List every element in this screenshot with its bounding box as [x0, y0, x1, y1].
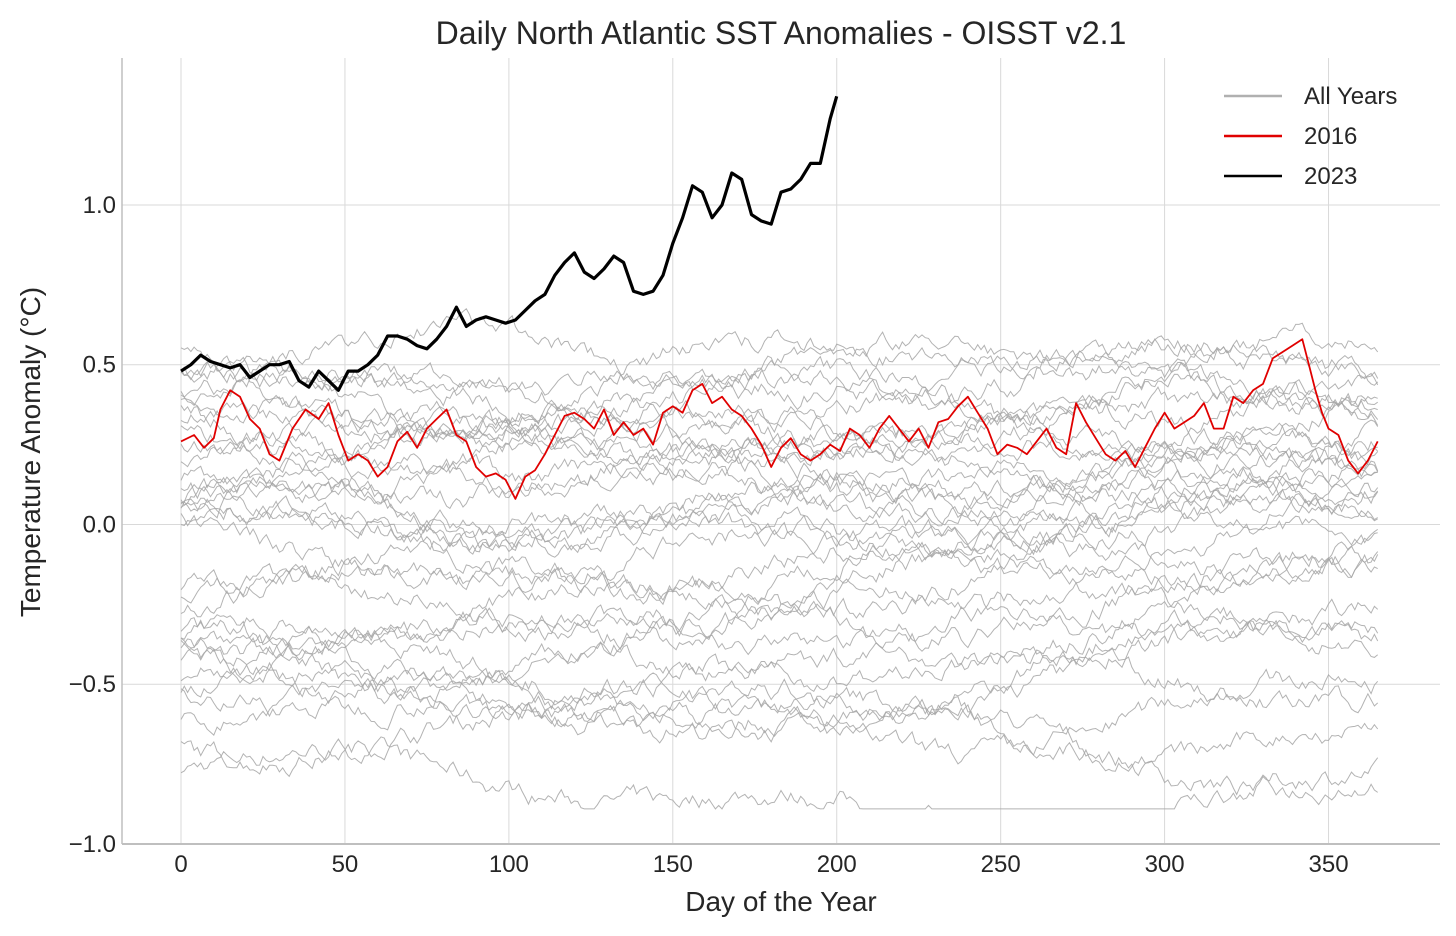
- all-years-line: [180, 448, 1378, 527]
- all-years-line: [180, 308, 1379, 460]
- all-years-line: [180, 349, 1378, 460]
- y-tick-label: −0.5: [69, 671, 116, 698]
- series-line-2023: [180, 95, 839, 392]
- x-tick-label: 100: [489, 851, 529, 878]
- axes: [121, 58, 1440, 845]
- x-tick-label: 300: [1145, 851, 1185, 878]
- y-tick-label: 1.0: [83, 192, 116, 219]
- x-tick-label: 350: [1309, 851, 1349, 878]
- all-years-line: [180, 372, 1379, 472]
- all-years-line: [180, 428, 1379, 551]
- all-years-line: [180, 548, 1379, 667]
- all-years-line: [180, 736, 1379, 810]
- all-years-line: [180, 355, 1378, 477]
- legend-label: 2016: [1304, 123, 1357, 150]
- x-tick-label: 150: [653, 851, 693, 878]
- y-tick-label: 0.0: [83, 511, 116, 538]
- legend-label: All Years: [1304, 83, 1397, 110]
- all-years-line: [180, 482, 1379, 622]
- all-years-line: [180, 578, 1379, 698]
- all-years-line: [180, 446, 1379, 558]
- all-years-line: [180, 665, 1379, 772]
- x-tick-label: 250: [981, 851, 1021, 878]
- all-years-line: [180, 641, 1379, 731]
- all-years-line: [180, 518, 1378, 661]
- series-line-2016: [180, 338, 1379, 500]
- legend-item: All Years: [1224, 83, 1397, 110]
- all-years-line: [180, 553, 1379, 652]
- x-tick-label: 200: [817, 851, 857, 878]
- all-years-line: [180, 423, 1379, 505]
- x-axis-label: Day of the Year: [685, 886, 876, 917]
- all-years-line: [180, 373, 1379, 510]
- y-tick-label: 0.5: [83, 352, 116, 379]
- y-axis-label: Temperature Anomaly (°C): [15, 287, 46, 617]
- y-tick-label: −1.0: [69, 831, 116, 858]
- all-years-line: [180, 490, 1379, 606]
- all-years-line: [180, 659, 1379, 765]
- all-years-line: [180, 322, 1379, 428]
- all-years-line: [180, 360, 1378, 441]
- x-tick-label: 0: [174, 851, 187, 878]
- legend-label: 2023: [1304, 163, 1357, 190]
- x-tick-label: 50: [332, 851, 359, 878]
- all-years-line: [180, 581, 1379, 701]
- all-years-line: [180, 514, 1378, 618]
- all-years-line: [180, 619, 1379, 721]
- all-years-line: [180, 545, 1378, 706]
- all-years-line: [180, 439, 1378, 527]
- legend-item: 2023: [1224, 163, 1357, 190]
- all-years-lines: [180, 308, 1379, 810]
- all-years-line: [180, 609, 1379, 733]
- all-years-line: [180, 346, 1379, 467]
- tick-labels: 0 50 100 150 200 250 300 350 −1.0 −0.5 0.0 0.5 1.0: [69, 192, 1349, 878]
- all-years-line: [180, 418, 1379, 506]
- all-years-line: [180, 477, 1378, 567]
- legend-item: 2016: [1224, 123, 1357, 150]
- all-years-line: [180, 329, 1379, 407]
- all-years-line: [180, 696, 1378, 806]
- chart-title: Daily North Atlantic SST Anomalies - OIS…: [436, 15, 1127, 51]
- highlight-series-lines: [180, 95, 1379, 500]
- all-years-line: [180, 385, 1378, 467]
- legend: All Years 2016 2023: [1224, 83, 1397, 190]
- all-years-line: [180, 483, 1378, 561]
- all-years-line: [180, 347, 1379, 455]
